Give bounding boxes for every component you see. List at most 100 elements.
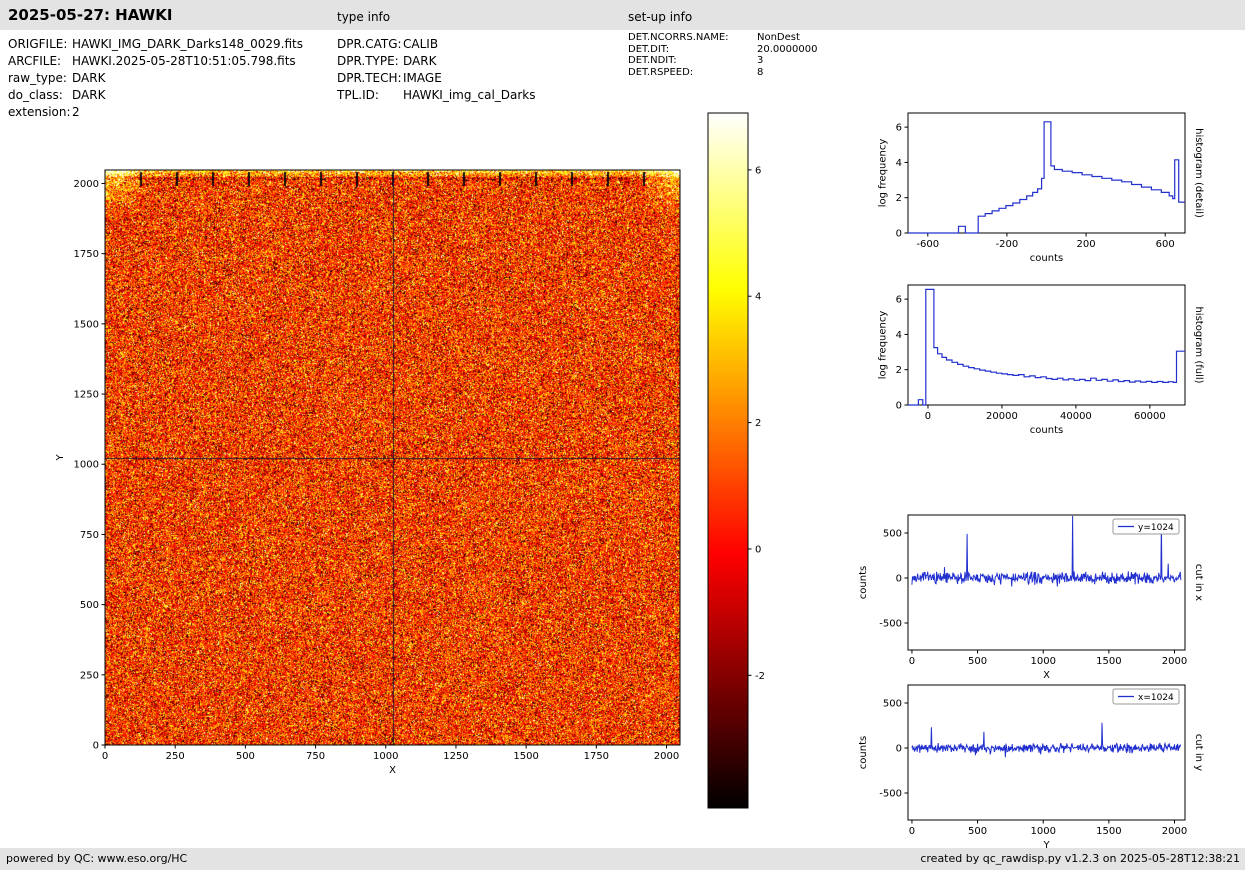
svg-text:4: 4 — [896, 330, 902, 341]
svg-text:2: 2 — [896, 193, 902, 204]
svg-text:counts: counts — [1030, 253, 1063, 264]
type-info-block: DPR.CATG:CALIB DPR.TYPE:DARK DPR.TECH:IM… — [337, 36, 536, 104]
info-value: NonDest — [757, 32, 800, 43]
header-bar: 2025-05-27: HAWKI type info set-up info — [0, 0, 1245, 30]
svg-text:4: 4 — [755, 292, 761, 303]
svg-text:500: 500 — [968, 656, 987, 667]
svg-text:1500: 1500 — [513, 751, 538, 762]
svg-text:y=1024: y=1024 — [1138, 523, 1174, 533]
page-title: 2025-05-27: HAWKI — [8, 6, 172, 24]
svg-text:2: 2 — [755, 418, 761, 429]
footer-bar: powered by QC: www.eso.org/HC created by… — [0, 848, 1245, 870]
info-value: IMAGE — [403, 71, 442, 85]
info-value: HAWKI_IMG_DARK_Darks148_0029.fits — [72, 37, 303, 51]
svg-text:0: 0 — [102, 751, 108, 762]
svg-text:log frequency: log frequency — [878, 139, 889, 208]
svg-text:1500: 1500 — [1096, 656, 1121, 667]
info-label: ARCFILE: — [8, 53, 72, 70]
setup-info-heading: set-up info — [628, 10, 692, 24]
svg-text:2000: 2000 — [1162, 826, 1187, 837]
svg-text:250: 250 — [166, 751, 185, 762]
info-value: 8 — [757, 67, 763, 78]
svg-text:40000: 40000 — [1060, 411, 1092, 422]
svg-text:500: 500 — [80, 600, 99, 611]
svg-text:4: 4 — [896, 158, 902, 169]
svg-text:-500: -500 — [879, 789, 902, 800]
info-value: HAWKI.2025-05-28T10:51:05.798.fits — [72, 54, 296, 68]
svg-text:-2: -2 — [755, 671, 765, 682]
svg-text:2000: 2000 — [74, 179, 99, 190]
svg-text:histogram (detail): histogram (detail) — [1193, 128, 1204, 218]
svg-text:0: 0 — [909, 826, 915, 837]
info-label: DET.NDIT: — [628, 55, 757, 67]
info-label: ORIGFILE: — [8, 36, 72, 53]
svg-text:2: 2 — [896, 365, 902, 376]
setup-info-block: DET.NCORRS.NAME:NonDest DET.DIT:20.00000… — [628, 32, 817, 78]
svg-text:60000: 60000 — [1134, 411, 1166, 422]
info-value: 2 — [72, 105, 80, 119]
info-row: do_class:DARK — [8, 87, 303, 104]
svg-text:log frequency: log frequency — [878, 311, 889, 380]
info-label: DET.DIT: — [628, 44, 757, 56]
info-label: raw_type: — [8, 70, 72, 87]
svg-text:6: 6 — [896, 123, 902, 134]
svg-text:-200: -200 — [996, 239, 1019, 250]
svg-text:500: 500 — [236, 751, 255, 762]
svg-text:-600: -600 — [916, 239, 939, 250]
info-row: TPL.ID:HAWKI_img_cal_Darks — [337, 87, 536, 104]
info-value: HAWKI_img_cal_Darks — [403, 88, 536, 102]
svg-text:cut in x: cut in x — [1193, 564, 1204, 601]
svg-text:6: 6 — [896, 295, 902, 306]
info-row: DPR.TYPE:DARK — [337, 53, 536, 70]
info-label: DPR.TECH: — [337, 70, 403, 87]
info-value: CALIB — [403, 37, 438, 51]
svg-text:1000: 1000 — [1030, 656, 1055, 667]
svg-text:6: 6 — [755, 165, 761, 176]
svg-text:500: 500 — [883, 699, 902, 710]
svg-text:0: 0 — [93, 741, 99, 752]
svg-text:0: 0 — [755, 544, 761, 555]
colorbar-gradient — [708, 113, 748, 808]
info-value: DARK — [403, 54, 436, 68]
info-label: TPL.ID: — [337, 87, 403, 104]
info-value: DARK — [72, 71, 105, 85]
svg-text:20000: 20000 — [986, 411, 1018, 422]
svg-text:counts: counts — [1030, 425, 1063, 436]
info-row: DET.DIT:20.0000000 — [628, 44, 817, 56]
svg-text:counts: counts — [858, 566, 869, 599]
info-label: DPR.TYPE: — [337, 53, 403, 70]
svg-text:250: 250 — [80, 670, 99, 681]
svg-text:0: 0 — [896, 744, 902, 755]
svg-text:1750: 1750 — [584, 751, 609, 762]
svg-text:1500: 1500 — [74, 319, 99, 330]
info-label: do_class: — [8, 87, 72, 104]
svg-text:1000: 1000 — [1030, 826, 1055, 837]
dark-frame-image — [105, 170, 680, 745]
svg-text:counts: counts — [858, 736, 869, 769]
svg-text:1000: 1000 — [373, 751, 398, 762]
info-label: extension: — [8, 104, 72, 121]
info-row: DPR.TECH:IMAGE — [337, 70, 536, 87]
info-row: extension:2 — [8, 104, 303, 121]
info-value: 20.0000000 — [757, 44, 817, 55]
info-row: DET.NDIT:3 — [628, 55, 817, 67]
svg-text:x=1024: x=1024 — [1138, 693, 1174, 703]
svg-text:500: 500 — [883, 529, 902, 540]
svg-text:X: X — [389, 765, 396, 776]
svg-text:0: 0 — [896, 229, 902, 240]
svg-text:Y: Y — [55, 454, 66, 462]
info-label: DPR.CATG: — [337, 36, 403, 53]
svg-text:1750: 1750 — [74, 249, 99, 260]
info-row: ARCFILE:HAWKI.2025-05-28T10:51:05.798.fi… — [8, 53, 303, 70]
info-row: ORIGFILE:HAWKI_IMG_DARK_Darks148_0029.fi… — [8, 36, 303, 53]
type-info-heading: type info — [337, 10, 390, 24]
info-label: DET.RSPEED: — [628, 67, 757, 79]
svg-text:0: 0 — [896, 574, 902, 585]
svg-text:X: X — [1043, 670, 1050, 681]
svg-text:1250: 1250 — [443, 751, 468, 762]
info-value: DARK — [72, 88, 105, 102]
svg-text:histogram (full): histogram (full) — [1193, 306, 1204, 383]
svg-text:1000: 1000 — [74, 460, 99, 471]
svg-text:-500: -500 — [879, 619, 902, 630]
svg-text:750: 750 — [306, 751, 325, 762]
